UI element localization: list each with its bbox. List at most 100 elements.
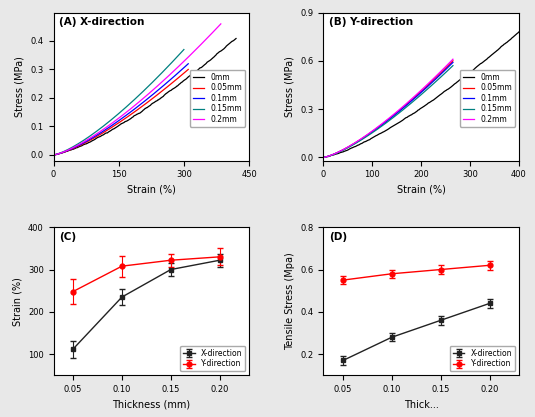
0.1mm [160, 83, 167, 88]
0.1mm [131, 107, 137, 112]
0.05mm [381, 120, 388, 125]
0.1mm [115, 118, 121, 123]
0.2mm [398, 106, 404, 111]
0.2mm [213, 25, 220, 30]
0mm [413, 109, 419, 114]
Text: (A) X-direction: (A) X-direction [59, 17, 145, 27]
0.05mm [160, 87, 167, 92]
Legend: X-direction, Y-direction: X-direction, Y-direction [180, 346, 245, 372]
0.2mm [390, 112, 396, 117]
Y-axis label: Stress (MPa): Stress (MPa) [285, 56, 295, 117]
0.1mm [447, 63, 453, 68]
0.15mm [320, 155, 326, 160]
0mm [200, 63, 207, 68]
0.05mm [383, 119, 389, 124]
0.05mm [185, 67, 192, 72]
0.2mm [320, 155, 326, 160]
Legend: 0mm, 0.05mm, 0.1mm, 0.15mm, 0.2mm: 0mm, 0.05mm, 0.1mm, 0.15mm, 0.2mm [190, 70, 245, 127]
Y-axis label: Strain (%): Strain (%) [12, 277, 22, 326]
0.15mm [426, 85, 433, 90]
Line: 0.1mm: 0.1mm [54, 64, 188, 155]
0.2mm [130, 104, 136, 109]
0.1mm [185, 61, 192, 66]
0.1mm [182, 64, 188, 69]
0.1mm [50, 152, 57, 157]
X-axis label: Strain (%): Strain (%) [127, 185, 175, 195]
Line: 0mm: 0mm [54, 38, 236, 155]
0mm [516, 30, 522, 35]
Y-axis label: Tensile Stress (Mpa): Tensile Stress (Mpa) [285, 252, 295, 350]
0.15mm [447, 66, 453, 71]
0.1mm [398, 108, 404, 113]
0.05mm [447, 61, 453, 66]
0.05mm [182, 70, 188, 75]
0.05mm [114, 121, 121, 126]
0.1mm [383, 120, 389, 125]
Y-axis label: Stress (MPa): Stress (MPa) [15, 56, 25, 117]
0mm [149, 101, 156, 106]
0.15mm [181, 47, 187, 52]
0.1mm [381, 120, 388, 125]
0.05mm [320, 155, 326, 160]
0mm [138, 109, 144, 114]
0.2mm [141, 95, 147, 100]
0.15mm [128, 100, 134, 105]
0.05mm [115, 121, 121, 126]
0.15mm [50, 152, 57, 157]
0mm [137, 110, 143, 115]
Text: (B) Y-direction: (B) Y-direction [329, 17, 414, 27]
0.15mm [381, 121, 388, 126]
Line: 0.05mm: 0.05mm [54, 70, 188, 155]
0.15mm [383, 121, 389, 126]
0.1mm [114, 119, 121, 124]
0.1mm [320, 155, 326, 160]
0mm [233, 36, 239, 41]
0.2mm [381, 119, 388, 124]
0mm [228, 39, 235, 44]
0.2mm [426, 80, 433, 85]
0.05mm [131, 110, 137, 115]
Line: 0mm: 0mm [323, 32, 519, 157]
Line: 0.1mm: 0.1mm [323, 63, 453, 157]
0.15mm [390, 115, 396, 120]
0.15mm [178, 50, 184, 55]
X-axis label: Thick...: Thick... [404, 399, 439, 409]
Line: 0.15mm: 0.15mm [54, 50, 184, 155]
0.15mm [450, 63, 456, 68]
0.15mm [121, 106, 127, 111]
0mm [511, 33, 517, 38]
0.2mm [450, 57, 456, 62]
0mm [159, 95, 165, 100]
0.2mm [218, 21, 224, 26]
Line: 0.2mm: 0.2mm [54, 24, 221, 155]
0.2mm [150, 88, 156, 93]
X-axis label: Strain (%): Strain (%) [397, 185, 446, 195]
Line: 0.2mm: 0.2mm [323, 59, 453, 157]
Line: 0.05mm: 0.05mm [323, 61, 453, 157]
0.2mm [187, 52, 194, 57]
0.1mm [390, 113, 396, 118]
0.05mm [123, 115, 129, 120]
0.15mm [398, 109, 404, 114]
0mm [414, 108, 421, 113]
0.15mm [113, 113, 119, 118]
0.15mm [112, 114, 119, 119]
0.05mm [450, 58, 456, 63]
0.05mm [390, 113, 396, 118]
0.2mm [50, 152, 57, 157]
0.1mm [450, 60, 456, 65]
0.05mm [426, 81, 433, 86]
Text: (C): (C) [59, 232, 77, 242]
0mm [320, 155, 326, 160]
0mm [480, 59, 487, 64]
0mm [426, 100, 432, 105]
Text: (D): (D) [329, 232, 347, 242]
X-axis label: Thickness (mm): Thickness (mm) [112, 399, 190, 409]
0.2mm [131, 104, 137, 109]
0.2mm [383, 118, 389, 123]
0.2mm [447, 60, 453, 65]
Line: 0.15mm: 0.15mm [323, 65, 453, 157]
0mm [437, 93, 443, 98]
0.1mm [426, 82, 433, 87]
0.05mm [50, 152, 57, 157]
